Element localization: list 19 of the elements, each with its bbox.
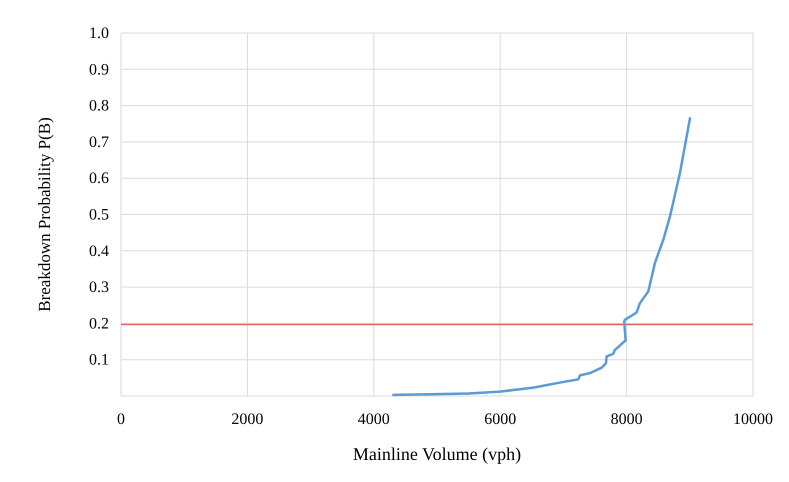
y-tick-label: 0.5 bbox=[89, 206, 109, 224]
y-tick-label: 0.1 bbox=[89, 352, 109, 369]
y-tick-label: 0.4 bbox=[89, 242, 109, 260]
x-tick-label: 6000 bbox=[484, 411, 516, 428]
x-tick-label: 10000 bbox=[733, 411, 773, 428]
line-series bbox=[392, 117, 692, 396]
x-tick-label: 0 bbox=[117, 411, 125, 428]
x-tick-label: 4000 bbox=[358, 411, 390, 428]
y-tick-label: 0.9 bbox=[89, 61, 109, 78]
y-tick-label: 0.2 bbox=[89, 315, 109, 332]
y-tick-label: 1.0 bbox=[89, 25, 109, 42]
x-axis-title: Mainline Volume (vph) bbox=[352, 444, 522, 464]
x-tick-label: 2000 bbox=[231, 411, 264, 428]
y-tick-label: 0.3 bbox=[89, 279, 109, 296]
y-axis-title: Breakdown Probability P(B) bbox=[35, 117, 54, 312]
y-tick-label: 0.6 bbox=[89, 170, 109, 188]
x-tick-label: 8000 bbox=[610, 411, 643, 428]
y-tick-label: 0.8 bbox=[89, 98, 109, 115]
y-tick-label: 0.7 bbox=[89, 134, 109, 151]
